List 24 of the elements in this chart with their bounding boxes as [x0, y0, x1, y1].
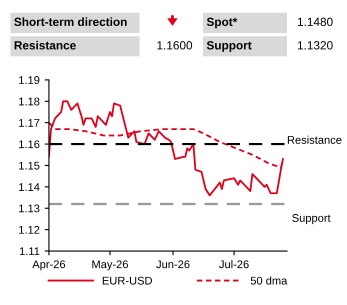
text: Support	[206, 41, 252, 52]
text: 1.1480	[298, 18, 333, 26]
text: Spot*	[206, 18, 238, 28]
y-tick-label: 1.11	[20, 247, 40, 256]
x-tick-label: Jul-26	[219, 260, 249, 268]
y-tick-label: 1.17	[19, 119, 40, 127]
y-tick-label: 1.18	[19, 98, 40, 106]
x-tick-label: Apr-26	[32, 260, 66, 270]
ref-line-label: Resistance	[288, 136, 342, 144]
legend-label: EUR-USD	[102, 276, 152, 285]
y-tick-label: 1.16	[19, 140, 40, 148]
text: Resistance	[14, 40, 76, 50]
y-tick-label: 1.12	[19, 226, 40, 234]
legend-label: 50 dma	[250, 276, 288, 285]
y-tick-label: 1.14	[19, 183, 40, 191]
x-tick-label: May-26	[92, 260, 128, 270]
text: Short-term direction	[14, 17, 127, 26]
y-tick-label: 1.15	[19, 162, 40, 170]
ref-line-label: Support	[292, 214, 331, 224]
y-tick-label: 1.19	[19, 76, 40, 84]
y-tick-label: 1.13	[19, 204, 40, 212]
text: 1.1320	[298, 41, 333, 50]
x-tick-label: Jun-26	[156, 260, 190, 268]
text: 1.1600	[157, 41, 192, 50]
